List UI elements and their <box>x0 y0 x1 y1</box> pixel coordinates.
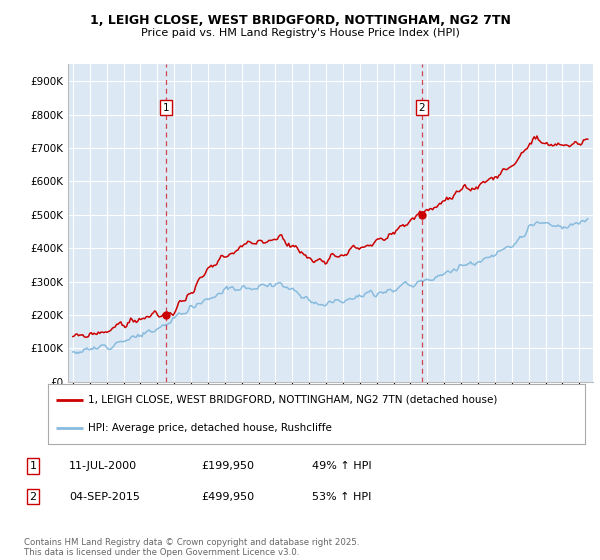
Text: 49% ↑ HPI: 49% ↑ HPI <box>312 461 371 471</box>
Text: HPI: Average price, detached house, Rushcliffe: HPI: Average price, detached house, Rush… <box>88 423 332 433</box>
Text: £499,950: £499,950 <box>201 492 254 502</box>
Text: 1, LEIGH CLOSE, WEST BRIDGFORD, NOTTINGHAM, NG2 7TN (detached house): 1, LEIGH CLOSE, WEST BRIDGFORD, NOTTINGH… <box>88 395 497 405</box>
Text: Price paid vs. HM Land Registry's House Price Index (HPI): Price paid vs. HM Land Registry's House … <box>140 28 460 38</box>
Text: 1, LEIGH CLOSE, WEST BRIDGFORD, NOTTINGHAM, NG2 7TN: 1, LEIGH CLOSE, WEST BRIDGFORD, NOTTINGH… <box>89 14 511 27</box>
Text: 1: 1 <box>29 461 37 471</box>
Text: 2: 2 <box>418 103 425 113</box>
Text: Contains HM Land Registry data © Crown copyright and database right 2025.
This d: Contains HM Land Registry data © Crown c… <box>24 538 359 557</box>
Text: 2: 2 <box>29 492 37 502</box>
Text: 11-JUL-2000: 11-JUL-2000 <box>69 461 137 471</box>
Text: 1: 1 <box>163 103 170 113</box>
Text: 53% ↑ HPI: 53% ↑ HPI <box>312 492 371 502</box>
Text: £199,950: £199,950 <box>201 461 254 471</box>
Text: 04-SEP-2015: 04-SEP-2015 <box>69 492 140 502</box>
